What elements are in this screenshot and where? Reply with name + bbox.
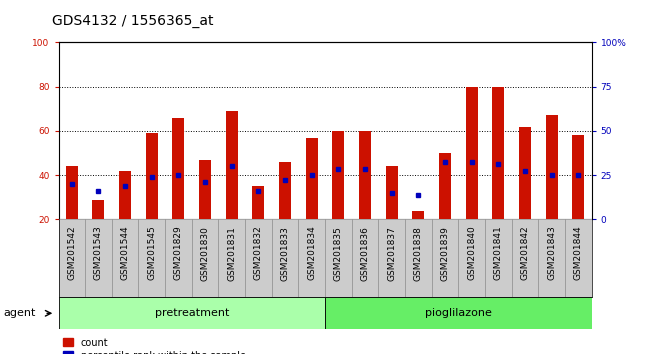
- Bar: [172, 118, 185, 219]
- Text: pretreatment: pretreatment: [155, 308, 229, 318]
- Bar: [245, 219, 272, 297]
- Bar: [512, 219, 538, 297]
- Bar: [252, 186, 265, 219]
- Bar: [565, 219, 592, 297]
- Text: GSM201841: GSM201841: [494, 226, 502, 280]
- Bar: [332, 131, 345, 219]
- Bar: [432, 219, 458, 297]
- Text: GDS4132 / 1556365_at: GDS4132 / 1556365_at: [52, 14, 213, 28]
- Bar: [359, 131, 371, 219]
- Text: GSM201834: GSM201834: [307, 226, 316, 280]
- Bar: [519, 127, 531, 219]
- Bar: [545, 115, 558, 219]
- Bar: [352, 219, 378, 297]
- Text: GSM201832: GSM201832: [254, 226, 263, 280]
- Bar: [465, 87, 478, 219]
- Bar: [218, 219, 245, 297]
- Text: GSM201833: GSM201833: [281, 226, 289, 281]
- Text: GSM201838: GSM201838: [414, 226, 422, 281]
- Legend: count, percentile rank within the sample: count, percentile rank within the sample: [63, 338, 246, 354]
- Bar: [298, 219, 325, 297]
- Text: GSM201829: GSM201829: [174, 226, 183, 280]
- Bar: [412, 211, 424, 219]
- Bar: [66, 166, 78, 219]
- Bar: [458, 219, 485, 297]
- Bar: [378, 219, 405, 297]
- Text: GSM201839: GSM201839: [441, 226, 449, 281]
- Bar: [199, 160, 211, 219]
- Bar: [385, 166, 398, 219]
- Bar: [405, 219, 432, 297]
- Bar: [58, 297, 325, 329]
- Text: agent: agent: [3, 308, 36, 318]
- Bar: [85, 219, 112, 297]
- Bar: [272, 219, 298, 297]
- Text: GSM201836: GSM201836: [361, 226, 369, 281]
- Bar: [306, 138, 318, 219]
- Text: GSM201843: GSM201843: [547, 226, 556, 280]
- Bar: [538, 219, 565, 297]
- Bar: [119, 171, 131, 219]
- Text: GSM201842: GSM201842: [521, 226, 529, 280]
- Bar: [146, 133, 158, 219]
- Text: GSM201543: GSM201543: [94, 226, 103, 280]
- Text: GSM201831: GSM201831: [227, 226, 236, 281]
- Bar: [279, 162, 291, 219]
- Bar: [58, 219, 85, 297]
- Bar: [92, 200, 105, 219]
- Bar: [165, 219, 192, 297]
- Text: GSM201544: GSM201544: [121, 226, 129, 280]
- Bar: [112, 219, 138, 297]
- Bar: [439, 153, 451, 219]
- Bar: [485, 219, 512, 297]
- Text: GSM201837: GSM201837: [387, 226, 396, 281]
- Bar: [572, 135, 584, 219]
- Bar: [325, 219, 352, 297]
- Bar: [492, 87, 504, 219]
- Text: GSM201830: GSM201830: [201, 226, 209, 281]
- Bar: [192, 219, 218, 297]
- Bar: [226, 111, 238, 219]
- Bar: [138, 219, 165, 297]
- Text: pioglilazone: pioglilazone: [425, 308, 491, 318]
- Text: GSM201542: GSM201542: [68, 226, 76, 280]
- Text: GSM201844: GSM201844: [574, 226, 582, 280]
- Bar: [325, 297, 592, 329]
- Text: GSM201835: GSM201835: [334, 226, 343, 281]
- Text: GSM201545: GSM201545: [148, 226, 156, 280]
- Text: GSM201840: GSM201840: [467, 226, 476, 280]
